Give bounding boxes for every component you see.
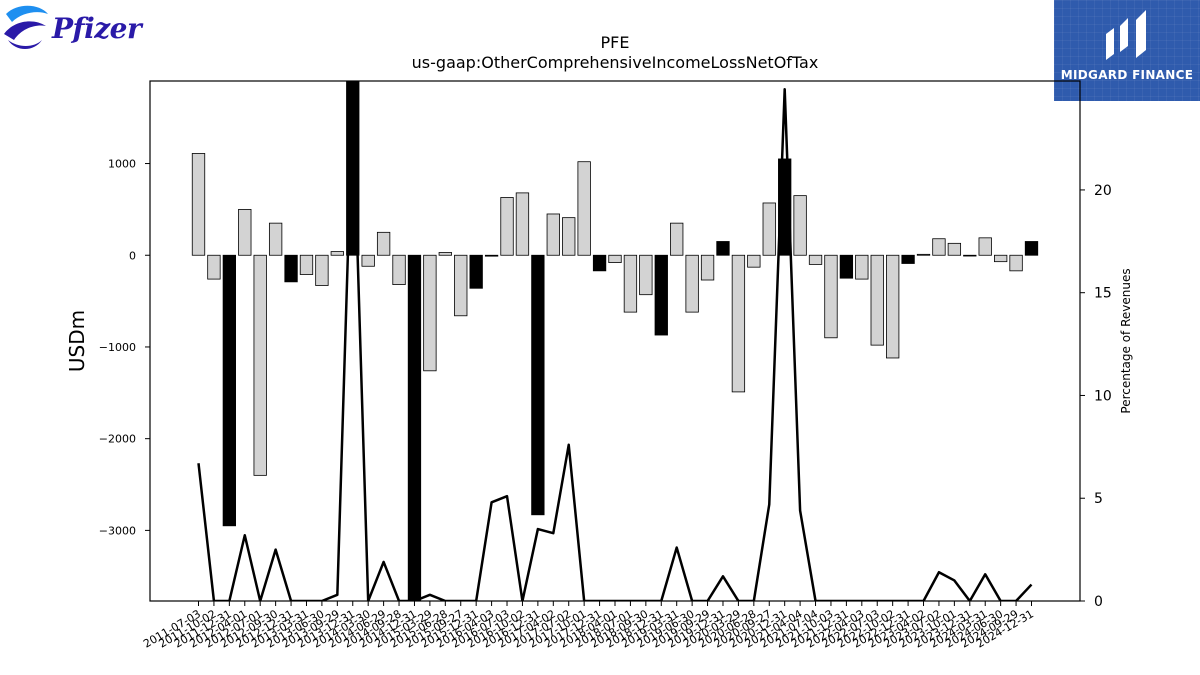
y-tick-label: −1000 bbox=[99, 341, 136, 354]
bar-2018-04-01 bbox=[608, 254, 622, 263]
bar-2024-06-30 bbox=[994, 254, 1008, 263]
bar-2017-10-01 bbox=[577, 161, 591, 256]
pfizer-wordmark: Pfizer bbox=[52, 12, 142, 45]
axes: 10000−1000−2000−3000201510502011-07-0320… bbox=[99, 158, 1112, 651]
y-tick-label: −2000 bbox=[99, 433, 136, 446]
bar-2024-12-31 bbox=[1024, 241, 1039, 256]
y2-tick-label: 15 bbox=[1094, 286, 1112, 302]
bar-2023-12-31 bbox=[963, 254, 977, 257]
bar-2019-06-30 bbox=[685, 254, 699, 313]
bar-2011-12-31 bbox=[222, 254, 237, 527]
bar-2016-10-02 bbox=[515, 192, 530, 256]
bar-2020-03-29 bbox=[731, 254, 746, 393]
bar-2013-06-30 bbox=[315, 254, 329, 286]
bar-2019-12-31 bbox=[716, 241, 730, 256]
bar-2015-03-29 bbox=[423, 254, 437, 372]
bar-2015-06-28 bbox=[438, 252, 452, 256]
bar-2023-07-02 bbox=[932, 238, 946, 256]
bar-2014-09-28 bbox=[392, 254, 406, 286]
bar-2012-09-30 bbox=[268, 222, 283, 256]
bar-2022-12-31 bbox=[901, 254, 915, 264]
y-tick-label: 0 bbox=[129, 249, 136, 262]
bar-2015-12-31 bbox=[469, 254, 483, 289]
midgard-finance-logo: MIDGARD FINANCE bbox=[1054, 0, 1200, 101]
bar-2018-12-31 bbox=[654, 254, 668, 336]
bar-2011-10-02 bbox=[207, 254, 221, 280]
bar-2024-09-29 bbox=[1009, 254, 1023, 272]
chart-subtitle: us-gaap:OtherComprehensiveIncomeLossNetO… bbox=[412, 53, 819, 72]
y2-tick-label: 10 bbox=[1094, 388, 1112, 404]
y-tick-label: −3000 bbox=[99, 524, 136, 537]
bar-2022-07-03 bbox=[870, 254, 884, 346]
bar-2023-10-01 bbox=[947, 242, 962, 256]
bar-2022-10-02 bbox=[886, 254, 900, 359]
bar-2021-07-04 bbox=[808, 254, 823, 265]
bar-2024-03-31 bbox=[978, 237, 992, 256]
y-axis-label: USDm bbox=[65, 310, 89, 372]
bar-2021-10-03 bbox=[824, 254, 838, 339]
bar-2011-07-03 bbox=[191, 153, 206, 256]
bar-2016-04-03 bbox=[484, 254, 499, 257]
bar-2021-04-04 bbox=[793, 195, 807, 256]
bar-2012-04-01 bbox=[238, 208, 252, 256]
chart-title: PFE bbox=[601, 33, 630, 52]
bar-2018-09-30 bbox=[639, 254, 653, 296]
bar-2020-09-27 bbox=[762, 202, 776, 256]
y2-tick-label: 0 bbox=[1094, 594, 1103, 610]
bar-2016-07-03 bbox=[500, 197, 514, 256]
bar-2014-06-29 bbox=[376, 231, 391, 256]
y2-tick-label: 20 bbox=[1094, 183, 1112, 199]
bar-2012-07-01 bbox=[253, 254, 267, 476]
bar-2021-12-31 bbox=[839, 254, 854, 279]
bar-2013-09-29 bbox=[330, 251, 344, 256]
bar-2020-06-28 bbox=[747, 254, 761, 268]
bar-2016-12-31 bbox=[531, 254, 545, 516]
midgard-finance-wordmark: MIDGARD FINANCE bbox=[1060, 68, 1194, 82]
bar-2017-04-02 bbox=[546, 213, 560, 256]
pfizer-swirl-icon bbox=[4, 5, 48, 49]
bar-2015-09-27 bbox=[454, 254, 468, 317]
midgard-emblem-icon bbox=[1106, 10, 1146, 60]
bar-2017-07-02 bbox=[562, 217, 576, 256]
bar-2019-03-31 bbox=[670, 222, 684, 256]
bar-2019-09-29 bbox=[700, 254, 715, 281]
bar-2018-07-01 bbox=[623, 254, 638, 313]
bar-2022-04-03 bbox=[855, 254, 869, 280]
bar-2014-12-31 bbox=[407, 254, 422, 601]
y2-axis-label: Percentage of Revenues bbox=[1119, 268, 1133, 413]
bar-2023-04-02 bbox=[916, 253, 931, 256]
y2-tick-label: 5 bbox=[1094, 491, 1103, 507]
plot-area bbox=[191, 81, 1039, 601]
y-tick-label: 1000 bbox=[108, 158, 136, 171]
bar-2014-03-30 bbox=[361, 254, 375, 267]
bar-2013-03-31 bbox=[299, 254, 314, 275]
pfizer-logo: Pfizer bbox=[0, 0, 142, 60]
bar-2017-12-31 bbox=[592, 254, 607, 272]
bar-2012-12-31 bbox=[284, 254, 298, 283]
percentage-of-revenues-line bbox=[197, 87, 1033, 601]
plot-frame bbox=[149, 80, 1081, 602]
